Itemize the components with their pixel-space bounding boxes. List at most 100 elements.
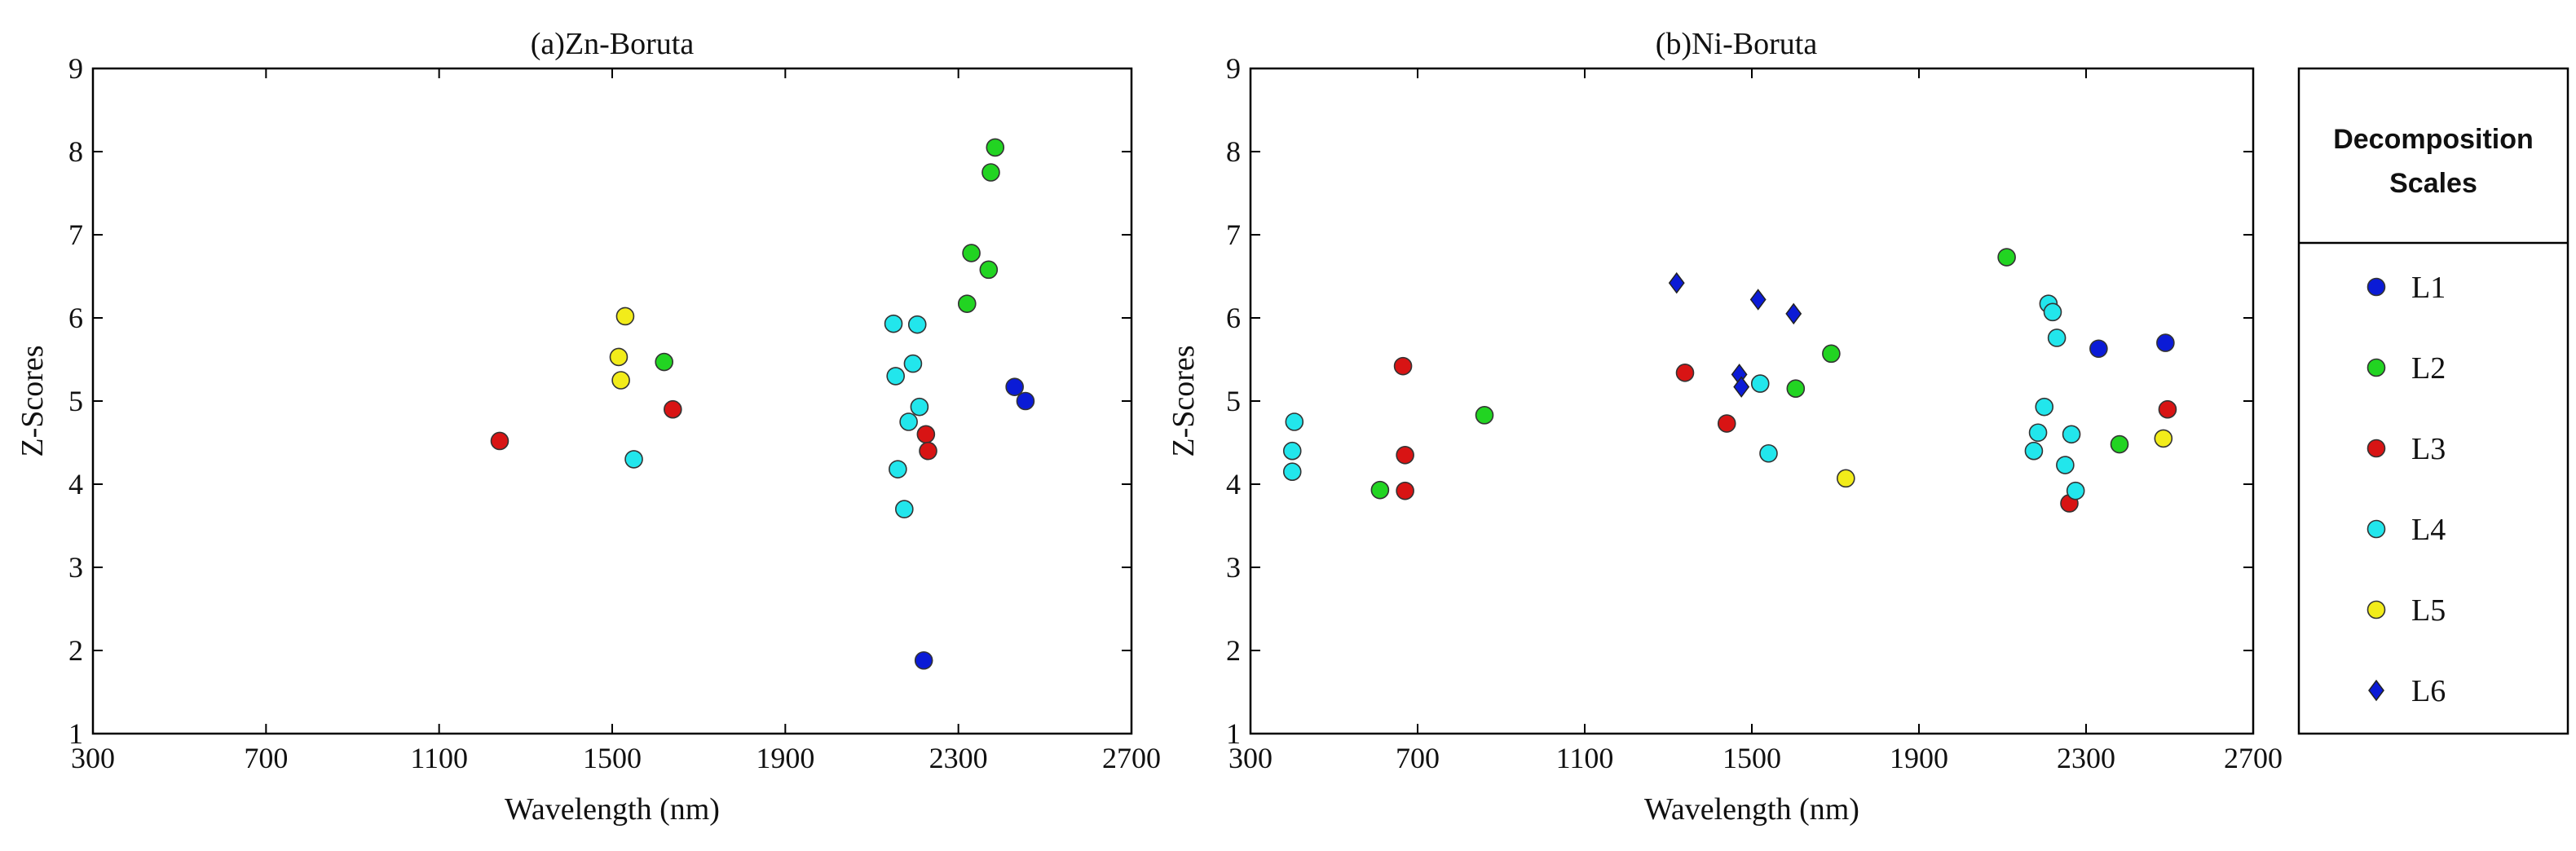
data-point-l3 [916, 425, 936, 444]
data-point-l6 [1785, 302, 1802, 325]
data-point-l4 [889, 460, 907, 478]
y-tick-label: 6 [68, 302, 83, 334]
data-points-b [1282, 248, 2177, 513]
data-point-l2 [962, 244, 981, 262]
legend-label-l1: L1 [2411, 271, 2446, 305]
y-tick-label: 7 [1226, 218, 1241, 251]
data-point-l5 [615, 306, 635, 326]
legend-marker-l6 [2368, 679, 2384, 702]
tick-labels-a: 300 700 1100 1500 1900 2300 2700 1 2 3 4 5 6 7 8 9 [68, 52, 1161, 774]
data-point-l4 [907, 315, 927, 334]
legend-title-line2: Scales [2389, 168, 2477, 199]
legend-marker-l1 [2366, 277, 2386, 297]
legend: Decomposition Scales L1 L2 L3 L4 L5 L6 [2297, 67, 2569, 735]
data-point-l2 [1786, 379, 1806, 399]
chart-title-a: (a)Zn-Boruta [531, 27, 695, 61]
y-axis-label-b: Z-Scores [1167, 345, 1201, 456]
data-point-l4 [910, 397, 929, 417]
y-tick-label: 9 [68, 52, 83, 85]
x-tick-label: 2700 [2224, 742, 2283, 774]
data-point-l4 [1750, 374, 1770, 393]
data-point-l6 [1668, 271, 1685, 294]
legend-label-l3: L3 [2411, 432, 2446, 466]
chart-title-b: (b)Ni-Boruta [1656, 27, 1818, 61]
legend-label-l4: L4 [2411, 513, 2446, 547]
x-tick-label: 1100 [410, 742, 468, 774]
x-tick-label: 1900 [1890, 742, 1948, 774]
data-point-l4 [2066, 481, 2085, 500]
x-tick-label: 1500 [583, 742, 642, 774]
data-point-l4 [1282, 441, 1302, 461]
plot-area-a [91, 67, 1133, 735]
tick-labels-b: 300 700 1100 1500 1900 2300 2700 1 2 3 4 5 6 7 8 9 [1226, 52, 2283, 774]
data-point-l5 [609, 347, 629, 367]
y-tick-label: 2 [68, 634, 83, 667]
data-point-l4 [2047, 328, 2067, 347]
data-point-l4 [1282, 462, 1302, 482]
data-point-l4 [1759, 443, 1778, 463]
plot-area-b [1249, 67, 2255, 735]
y-tick-label: 8 [68, 135, 83, 168]
data-point-l4 [2024, 441, 2044, 461]
data-point-l1 [2089, 339, 2108, 359]
y-tick-label: 5 [1226, 385, 1241, 417]
y-tick-label: 6 [1226, 302, 1241, 334]
data-point-l1 [2156, 333, 2175, 352]
y-tick-label: 8 [1226, 135, 1241, 168]
y-axis-label-a: Z-Scores [15, 345, 50, 456]
data-point-l3 [1396, 445, 1414, 465]
y-tick-label: 3 [68, 551, 83, 584]
panel-zn-boruta: (a)Zn-Boruta Wavelength (nm) Z-Scores 30… [15, 27, 1161, 827]
data-point-l5 [2154, 429, 2173, 448]
data-point-l3 [1396, 481, 1414, 500]
x-tick-label: 1500 [1722, 742, 1781, 774]
y-tick-label: 3 [1226, 551, 1241, 584]
data-point-l2 [979, 260, 999, 280]
y-tick-label: 2 [1226, 634, 1241, 667]
legend-marker-l4 [2366, 519, 2386, 539]
legend-label-l5: L5 [2411, 593, 2446, 628]
data-point-l4 [895, 500, 914, 518]
axes-ticks-a [92, 68, 1132, 734]
legend-label-l2: L2 [2411, 351, 2446, 386]
x-tick-label: 700 [244, 742, 288, 774]
data-point-l2 [1822, 344, 1841, 364]
data-point-l2 [655, 352, 674, 372]
y-tick-label: 4 [1226, 468, 1241, 500]
data-point-l3 [2158, 399, 2177, 419]
data-points-a [490, 138, 1035, 670]
data-point-l2 [1997, 248, 2016, 267]
axes-ticks-b [1250, 68, 2254, 734]
x-axis-label-b: Wavelength (nm) [1644, 792, 1859, 827]
data-point-l4 [899, 412, 918, 431]
data-point-l6 [1749, 289, 1767, 311]
data-point-l1 [1005, 377, 1024, 396]
data-point-l3 [1717, 414, 1736, 433]
data-point-l5 [1837, 469, 1855, 488]
x-tick-label: 2300 [2057, 742, 2115, 774]
data-point-l3 [664, 399, 682, 419]
data-point-l2 [1370, 480, 1390, 500]
data-point-l3 [919, 441, 937, 461]
x-tick-label: 2300 [929, 742, 988, 774]
data-point-l2 [957, 294, 977, 313]
data-point-l2 [981, 163, 1000, 182]
legend-label-l6: L6 [2411, 674, 2446, 708]
data-point-l4 [1285, 412, 1304, 431]
x-tick-label: 1900 [756, 742, 814, 774]
y-tick-label: 1 [68, 717, 83, 750]
x-tick-label: 1100 [1556, 742, 1614, 774]
x-tick-label: 300 [1228, 742, 1273, 774]
y-tick-label: 1 [1226, 717, 1241, 750]
data-point-l4 [2043, 302, 2062, 322]
data-point-l4 [2028, 423, 2048, 443]
data-point-l3 [1675, 364, 1695, 382]
data-point-l2 [2110, 434, 2129, 454]
data-point-l4 [624, 450, 643, 469]
data-point-l2 [986, 138, 1005, 157]
data-point-l5 [611, 371, 630, 390]
legend-title-line1: Decomposition [2333, 124, 2534, 155]
panel-ni-boruta: (b)Ni-Boruta Wavelength (nm) Z-Scores 30… [1167, 27, 2283, 827]
data-point-l4 [886, 367, 905, 386]
